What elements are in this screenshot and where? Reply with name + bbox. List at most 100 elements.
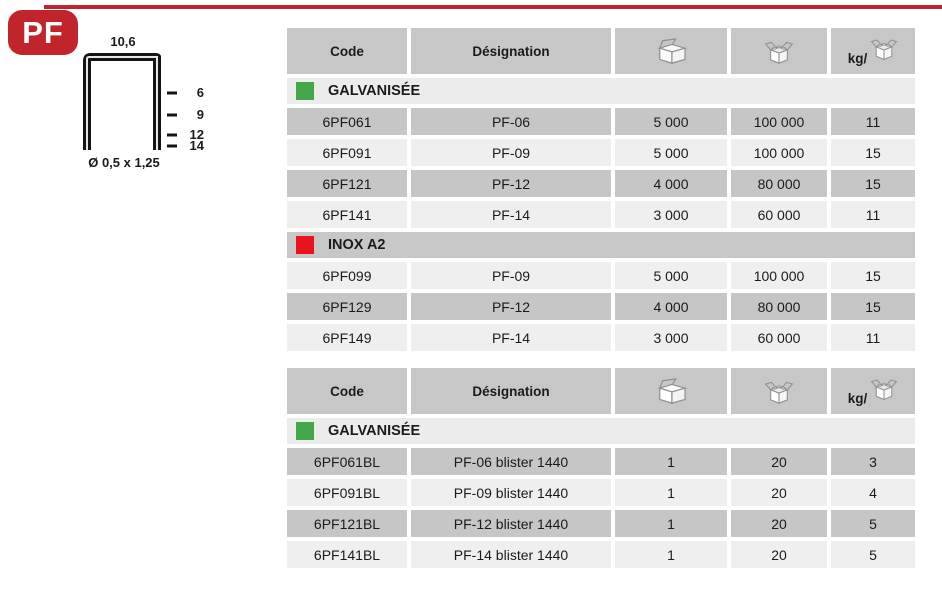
open-carton-icon <box>764 378 794 405</box>
code-cell: 6PF061BL <box>287 448 407 475</box>
per-box-cell: 1 <box>615 541 727 568</box>
designation-cell: PF-09 <box>411 262 611 289</box>
code-cell: 6PF061 <box>287 108 407 135</box>
open-carton-icon <box>764 38 794 65</box>
per-box-cell: 1 <box>615 510 727 537</box>
kg-per-carton-column-header: kg/ <box>831 368 915 414</box>
staple-highlight <box>86 56 158 150</box>
per-box-cell: 4 000 <box>615 293 727 320</box>
kg-cell: 4 <box>831 479 915 506</box>
section-row: INOX A2 <box>287 232 915 258</box>
designation-column-header: Désignation <box>411 368 611 414</box>
designation-cell: PF-12 blister 1440 <box>411 510 611 537</box>
code-cell: 6PF091BL <box>287 479 407 506</box>
per-carton-cell: 20 <box>731 541 827 568</box>
table-row: 6PF121BL PF-12 blister 1440 1 20 5 <box>287 510 915 537</box>
kg-cell: 15 <box>831 170 915 197</box>
staple-width-label: 10,6 <box>110 34 135 49</box>
table-row: 6PF149 PF-14 3 000 60 000 11 <box>287 324 915 351</box>
table-row: 6PF091 PF-09 5 000 100 000 15 <box>287 139 915 166</box>
code-cell: 6PF149 <box>287 324 407 351</box>
length-label-6: 6 <box>197 85 204 100</box>
per-carton-cell: 100 000 <box>731 262 827 289</box>
per-box-cell: 4 000 <box>615 170 727 197</box>
per-carton-cell: 100 000 <box>731 108 827 135</box>
code-cell: 6PF141BL <box>287 541 407 568</box>
table-row: 6PF061BL PF-06 blister 1440 1 20 3 <box>287 448 915 475</box>
code-column-header: Code <box>287 28 407 74</box>
per-box-cell: 5 000 <box>615 108 727 135</box>
length-tick-marks <box>167 91 177 148</box>
per-carton-cell: 80 000 <box>731 293 827 320</box>
section-label-inox: INOX A2 <box>328 237 386 253</box>
code-cell: 6PF121BL <box>287 510 407 537</box>
kg-cell: 11 <box>831 324 915 351</box>
kg-prefix-label: kg/ <box>847 50 868 66</box>
kg-cell: 15 <box>831 262 915 289</box>
galvanized-marker-icon <box>296 422 314 440</box>
open-carton-icon <box>870 36 898 61</box>
designation-cell: PF-06 <box>411 108 611 135</box>
staple-outline <box>83 53 161 150</box>
designation-column-header: Désignation <box>411 28 611 74</box>
staple-dimension-diagram: 10,6 6 9 12 14 Ø 0,5 x 1,25 <box>83 34 205 170</box>
table-row: 6PF141BL PF-14 blister 1440 1 20 5 <box>287 541 915 568</box>
open-box-icon <box>654 37 688 65</box>
per-box-cell: 3 000 <box>615 201 727 228</box>
designation-cell: PF-06 blister 1440 <box>411 448 611 475</box>
table-header-row: Code Désignation kg/ <box>287 368 915 414</box>
length-label-14: 14 <box>190 138 205 153</box>
section-row: GALVANISÉE <box>287 78 915 104</box>
section-label-galvanisee: GALVANISÉE <box>328 83 421 99</box>
kg-cell: 3 <box>831 448 915 475</box>
table-row: 6PF099 PF-09 5 000 100 000 15 <box>287 262 915 289</box>
inox-marker-icon <box>296 236 314 254</box>
designation-cell: PF-14 blister 1440 <box>411 541 611 568</box>
per-carton-cell: 60 000 <box>731 324 827 351</box>
per-carton-cell: 20 <box>731 510 827 537</box>
code-column-header: Code <box>287 368 407 414</box>
per-carton-cell: 100 000 <box>731 139 827 166</box>
kg-per-carton-column-header: kg/ <box>831 28 915 74</box>
designation-cell: PF-12 <box>411 293 611 320</box>
section-row: GALVANISÉE <box>287 418 915 444</box>
kg-cell: 11 <box>831 108 915 135</box>
code-cell: 6PF129 <box>287 293 407 320</box>
length-label-9: 9 <box>197 107 204 122</box>
per-box-cell: 1 <box>615 448 727 475</box>
table-row: 6PF091BL PF-09 blister 1440 1 20 4 <box>287 479 915 506</box>
per-box-column-header <box>615 368 727 414</box>
per-box-cell: 5 000 <box>615 262 727 289</box>
table-row: 6PF141 PF-14 3 000 60 000 11 <box>287 201 915 228</box>
code-cell: 6PF141 <box>287 201 407 228</box>
per-box-cell: 1 <box>615 479 727 506</box>
per-box-cell: 5 000 <box>615 139 727 166</box>
kg-cell: 5 <box>831 510 915 537</box>
per-carton-cell: 80 000 <box>731 170 827 197</box>
galvanized-marker-icon <box>296 82 314 100</box>
per-carton-column-header <box>731 28 827 74</box>
table-row: 6PF061 PF-06 5 000 100 000 11 <box>287 108 915 135</box>
blister-products-table: Code Désignation kg/ GALVANISÉE 6PF061BL… <box>283 364 919 572</box>
per-carton-column-header <box>731 368 827 414</box>
kg-cell: 11 <box>831 201 915 228</box>
designation-cell: PF-14 <box>411 324 611 351</box>
page-accent-rule <box>44 5 942 9</box>
designation-cell: PF-12 <box>411 170 611 197</box>
table-header-row: Code Désignation kg/ <box>287 28 915 74</box>
table-row: 6PF129 PF-12 4 000 80 000 15 <box>287 293 915 320</box>
designation-cell: PF-09 blister 1440 <box>411 479 611 506</box>
open-carton-icon <box>870 376 898 401</box>
per-carton-cell: 20 <box>731 479 827 506</box>
code-cell: 6PF099 <box>287 262 407 289</box>
per-carton-cell: 60 000 <box>731 201 827 228</box>
section-label-galvanisee: GALVANISÉE <box>328 423 421 439</box>
designation-cell: PF-09 <box>411 139 611 166</box>
code-cell: 6PF121 <box>287 170 407 197</box>
designation-cell: PF-14 <box>411 201 611 228</box>
kg-prefix-label: kg/ <box>847 390 868 406</box>
table-row: 6PF121 PF-12 4 000 80 000 15 <box>287 170 915 197</box>
kg-cell: 5 <box>831 541 915 568</box>
product-family-label: PF <box>22 14 64 50</box>
wire-size-label: Ø 0,5 x 1,25 <box>88 155 160 170</box>
